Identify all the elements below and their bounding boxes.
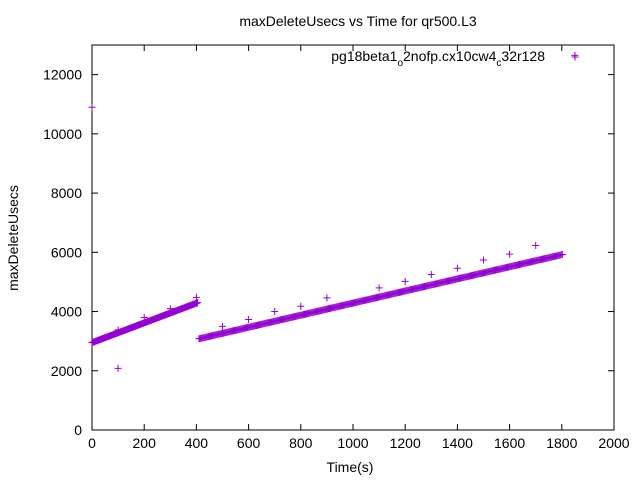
plot-frame — [91, 44, 615, 431]
series-points — [88, 51, 579, 372]
x-tick-label: 1800 — [546, 435, 577, 451]
data-point-outlier — [453, 264, 461, 272]
x-tick-label: 1400 — [442, 435, 473, 451]
x-tick-label: 200 — [133, 435, 157, 451]
data-point-outlier — [427, 271, 435, 279]
x-axis-label: Time(s) — [327, 459, 374, 475]
data-point — [194, 299, 202, 307]
x-tick-label: 400 — [185, 435, 209, 451]
x-tick-label: 600 — [237, 435, 261, 451]
data-point — [558, 251, 566, 259]
data-point-outlier — [114, 326, 122, 334]
data-point-outlier — [192, 293, 200, 301]
data-point-outlier — [245, 316, 253, 324]
y-axis-label: maxDeleteUsecs — [5, 185, 21, 291]
x-tick-label: 800 — [289, 435, 313, 451]
data-point-outlier — [323, 294, 331, 302]
y-tick-label: 12000 — [43, 67, 82, 83]
data-point-outlier — [401, 277, 409, 285]
data-point-outlier — [375, 284, 383, 292]
x-tick-label: 2000 — [598, 435, 629, 451]
legend-label: pg18beta1o2nofp.cx10cw4c32r128 — [331, 48, 545, 69]
data-point-outlier — [506, 250, 514, 258]
y-tick-label: 2000 — [51, 363, 82, 379]
axes: 0 200 400 600 800 1000 1200 1400 1600 1800 2000 0 20… — [43, 44, 630, 451]
data-point-outlier — [219, 322, 226, 330]
data-point-outlier — [532, 241, 540, 249]
y-tick-label: 0 — [74, 422, 82, 438]
y-tick-label: 8000 — [51, 185, 82, 201]
data-point-outlier — [140, 313, 148, 321]
chart-title: maxDeleteUsecs vs Time for qr500.L3 — [239, 13, 477, 29]
data-point-outlier — [114, 364, 122, 372]
y-tick-label: 4000 — [51, 304, 82, 320]
data-point-outlier — [480, 256, 487, 264]
x-tick-label: 0 — [88, 435, 96, 451]
data-point-outlier — [166, 305, 174, 313]
legend: pg18beta1o2nofp.cx10cw4c32r128 — [331, 48, 579, 69]
y-tick-label: 6000 — [51, 244, 82, 260]
x-tick-label: 1200 — [390, 435, 421, 451]
data-point-outlier — [271, 308, 279, 316]
legend-marker — [571, 53, 579, 61]
data-point-outlier — [88, 103, 96, 111]
x-tick-label: 1600 — [494, 435, 525, 451]
y-tick-label: 10000 — [43, 126, 82, 142]
x-tick-label: 1000 — [337, 435, 368, 451]
data-point-outlier — [297, 302, 305, 310]
